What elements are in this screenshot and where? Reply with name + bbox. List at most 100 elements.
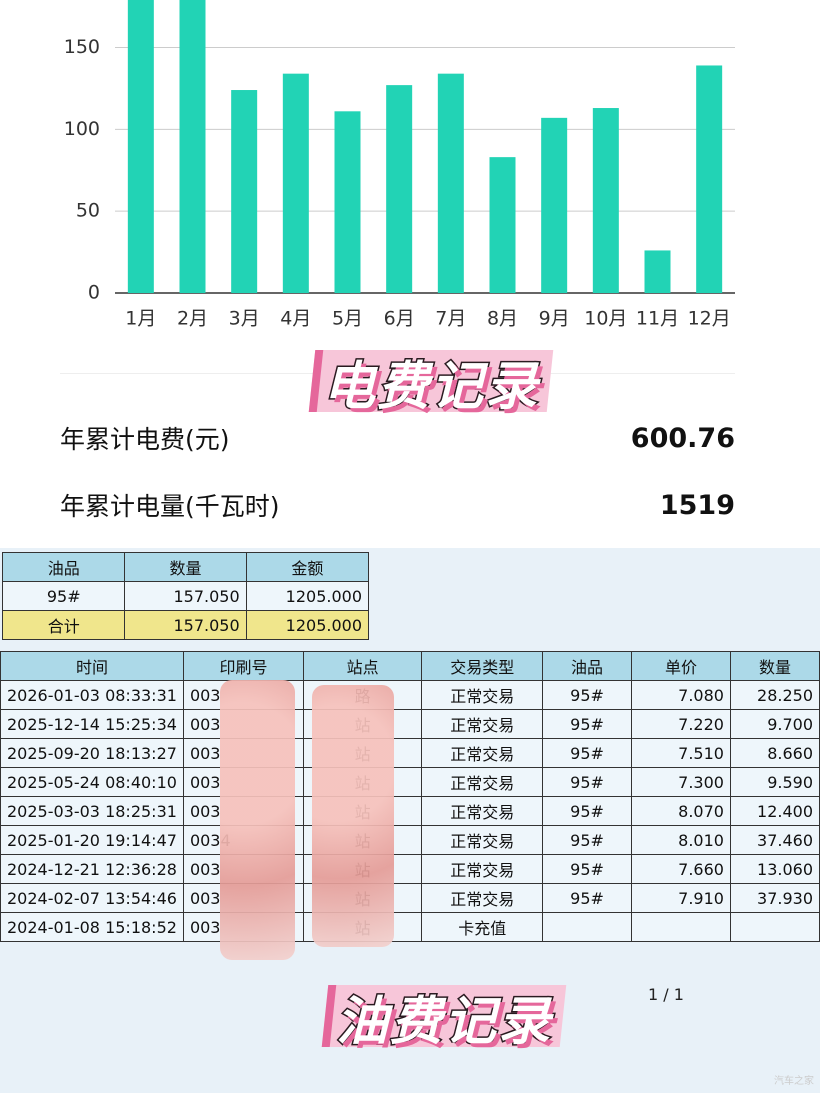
chart: 0 50 100 150 1月 2月 3月 4月 5月 6月 7月 8月 9月 10月 11月 12月 xyxy=(64,0,735,330)
cell: 正常交易 xyxy=(421,680,544,710)
cell: 95# xyxy=(542,709,632,739)
x-tick-label: 9月 xyxy=(539,308,570,330)
row: 合计 157.050 1205.000 xyxy=(1,610,370,640)
cell: 2024-12-21 12:36:28 xyxy=(0,854,184,884)
bar xyxy=(592,108,619,294)
cell: 7.510 xyxy=(630,738,731,768)
stat-row: 年累计电量(千瓦时) 1519 xyxy=(60,487,735,523)
cell: 卡充值 xyxy=(421,912,544,942)
bar xyxy=(489,157,516,293)
column-header: 印刷号 xyxy=(182,651,304,681)
cell: 9.590 xyxy=(729,767,820,797)
cell: 157.050 xyxy=(124,610,247,640)
x-tick-label: 10月 xyxy=(584,308,627,330)
cell: 2024-01-08 15:18:52 xyxy=(0,912,184,942)
bar xyxy=(334,111,361,293)
row: 2024-12-21 12:36:28003站正常交易95#7.66013.06… xyxy=(0,854,820,884)
bar xyxy=(644,250,671,293)
bar xyxy=(231,90,258,294)
cell: 8.660 xyxy=(729,738,820,768)
column-header: 数量 xyxy=(729,651,820,681)
stat-value: 600.76 xyxy=(630,422,735,454)
watermark: 汽车之家 xyxy=(774,1076,814,1087)
y-tick-label: 50 xyxy=(76,200,100,222)
cell: 37.460 xyxy=(729,825,820,855)
summary-table: 油品 数量 金额 95# 157.050 1205.000 合计 157.050 1205.00… xyxy=(1,552,370,640)
row: 2026-01-03 08:33:31003路正常交易95#7.08028.25… xyxy=(0,680,820,710)
cell: 正常交易 xyxy=(421,825,544,855)
bar xyxy=(127,0,154,293)
x-tick-label: 7月 xyxy=(435,308,466,330)
cell: 1205.000 xyxy=(245,610,370,640)
cell: 37.930 xyxy=(729,883,820,913)
cell: 28.250 xyxy=(729,680,820,710)
cell: 8.070 xyxy=(630,796,731,826)
cell: 157.050 xyxy=(124,581,247,611)
cell: 7.080 xyxy=(630,680,731,710)
pagination: 1 / 1 xyxy=(648,985,684,1004)
bar xyxy=(437,73,464,294)
column-header: 交易类型 xyxy=(421,651,544,681)
bar xyxy=(282,73,309,294)
cell: 95# xyxy=(542,767,632,797)
column-header: 金额 xyxy=(245,552,370,582)
bar xyxy=(179,0,206,293)
cell: 2025-12-14 15:25:34 xyxy=(0,709,184,739)
cell: 2025-03-03 18:25:31 xyxy=(0,796,184,826)
header-row: 油品 数量 金额 xyxy=(1,552,370,582)
cell: 12.400 xyxy=(729,796,820,826)
cell: 正常交易 xyxy=(421,767,544,797)
column-header: 数量 xyxy=(124,552,247,582)
section-title: 油费记录 xyxy=(334,990,552,1053)
sticker: 油费记录 xyxy=(321,985,567,1053)
cell: 正常交易 xyxy=(421,796,544,826)
cell xyxy=(729,912,820,942)
cell: 95# xyxy=(1,581,126,611)
cell: 1205.000 xyxy=(245,581,370,611)
cell: 正常交易 xyxy=(421,883,544,913)
cell: 正常交易 xyxy=(421,709,544,739)
cell: 正常交易 xyxy=(421,854,544,884)
stat-label: 年累计电量(千瓦时) xyxy=(60,492,280,521)
cell: 95# xyxy=(542,738,632,768)
stat-label: 年累计电费(元) xyxy=(60,425,230,454)
cell: 8.010 xyxy=(630,825,731,855)
x-tick-label: 8月 xyxy=(487,308,518,330)
y-tick-label: 0 xyxy=(88,282,100,304)
x-tick-label: 3月 xyxy=(229,308,260,330)
stat-value: 1519 xyxy=(659,489,735,521)
column-header: 站点 xyxy=(302,651,423,681)
x-tick-label: 4月 xyxy=(280,308,311,330)
row: 2025-03-03 18:25:31003站正常交易95#8.07012.40… xyxy=(0,796,820,826)
bar xyxy=(696,65,723,294)
cell: 7.300 xyxy=(630,767,731,797)
x-tick-label: 11月 xyxy=(636,308,679,330)
section-title: 电费记录 xyxy=(321,355,539,418)
cell: 正常交易 xyxy=(421,738,544,768)
x-tick-label: 6月 xyxy=(384,308,415,330)
sticker: 电费记录 xyxy=(308,350,554,418)
cell: 2025-01-20 19:14:47 xyxy=(0,825,184,855)
cell: 7.910 xyxy=(630,883,731,913)
cell: 7.660 xyxy=(630,854,731,884)
cell: 95# xyxy=(542,825,632,855)
cell: 7.220 xyxy=(630,709,731,739)
column-header: 单价 xyxy=(630,651,731,681)
cell: 9.700 xyxy=(729,709,820,739)
cell: 2024-02-07 13:54:46 xyxy=(0,883,184,913)
x-tick-label: 5月 xyxy=(332,308,363,330)
row: 2024-01-08 15:18:52003站卡充值 xyxy=(0,912,820,942)
cell: 95# xyxy=(542,854,632,884)
x-tick-label: 12月 xyxy=(688,308,731,330)
y-tick-label: 150 xyxy=(64,36,100,58)
column-header: 油品 xyxy=(542,651,632,681)
redaction xyxy=(220,680,295,960)
row: 95# 157.050 1205.000 xyxy=(1,581,370,611)
cell: 2025-05-24 08:40:10 xyxy=(0,767,184,797)
cell: 合计 xyxy=(1,610,126,640)
